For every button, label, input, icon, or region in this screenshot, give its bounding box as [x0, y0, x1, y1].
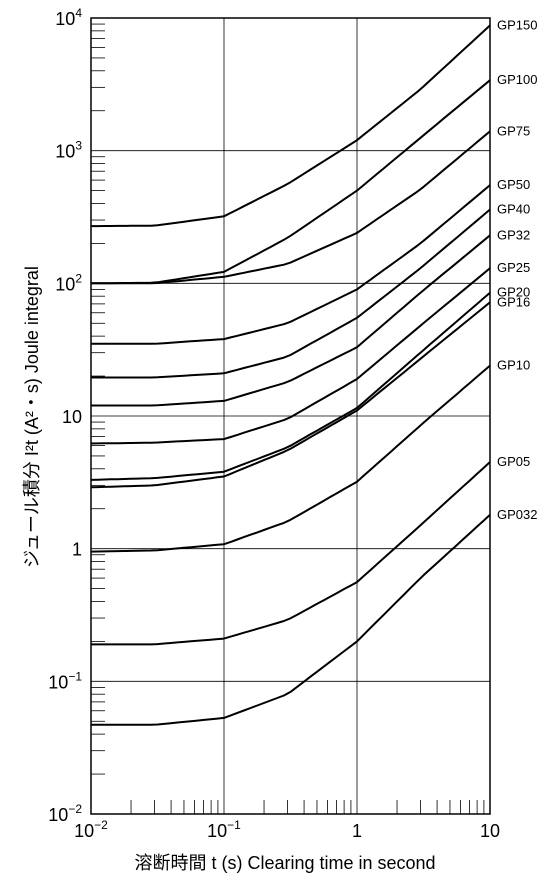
series-label-gp032: GP032 — [497, 507, 537, 522]
series-lines — [90, 24, 491, 726]
plot-frame — [90, 17, 491, 815]
tick-labels: 10−2 10−1 1 10 102 103 104 10−2 10−1 1 10 — [48, 6, 500, 841]
x-tick-label: 10 — [480, 821, 500, 841]
series-label-gp10: GP10 — [497, 358, 530, 373]
y-tick-label: 10−2 — [48, 802, 82, 825]
y-tick-label: 10−1 — [48, 669, 82, 692]
series-label-gp150: GP150 — [497, 17, 537, 32]
series-line-gp25 — [90, 267, 491, 445]
y-tick-label: 1 — [72, 540, 82, 560]
series-line-gp032 — [91, 514, 491, 726]
series-line-gp32 — [91, 234, 491, 407]
x-tick-label: 1 — [352, 821, 362, 841]
x-tick-label: 10−2 — [74, 818, 108, 841]
series-label-gp20: GP20 — [497, 285, 530, 300]
series-label-gp25: GP25 — [497, 260, 530, 275]
series-line-gp40 — [91, 208, 491, 379]
series-label-gp100: GP100 — [497, 72, 537, 87]
series-line-gp05 — [91, 461, 491, 646]
series-label-gp50: GP50 — [497, 177, 530, 192]
x-tick-label: 10−1 — [207, 818, 241, 841]
series-label-gp05: GP05 — [497, 454, 530, 469]
series-line-gp75 — [91, 130, 491, 285]
series-line-gp10 — [90, 364, 491, 553]
x-axis-title: 溶断時間 t (s) Clearing time in second — [134, 853, 435, 873]
y-axis-title: ジュール積分 I²t (A²・s) Joule integral — [22, 266, 42, 568]
series-label-gp32: GP32 — [497, 227, 530, 242]
y-tick-label: 104 — [55, 6, 82, 29]
series-line-gp20 — [90, 291, 491, 481]
series-line-gp50 — [91, 184, 491, 345]
y-tick-label: 102 — [55, 271, 82, 294]
series-label-gp75: GP75 — [497, 123, 530, 138]
y-tick-label: 103 — [55, 139, 82, 162]
series-line-gp150 — [91, 24, 491, 228]
series-label-gp16: GP16 — [497, 294, 530, 309]
minor-ticks — [91, 23, 485, 814]
y-tick-label: 10 — [62, 407, 82, 427]
series-line-gp16 — [90, 301, 491, 489]
series-label-gp40: GP40 — [497, 202, 530, 217]
